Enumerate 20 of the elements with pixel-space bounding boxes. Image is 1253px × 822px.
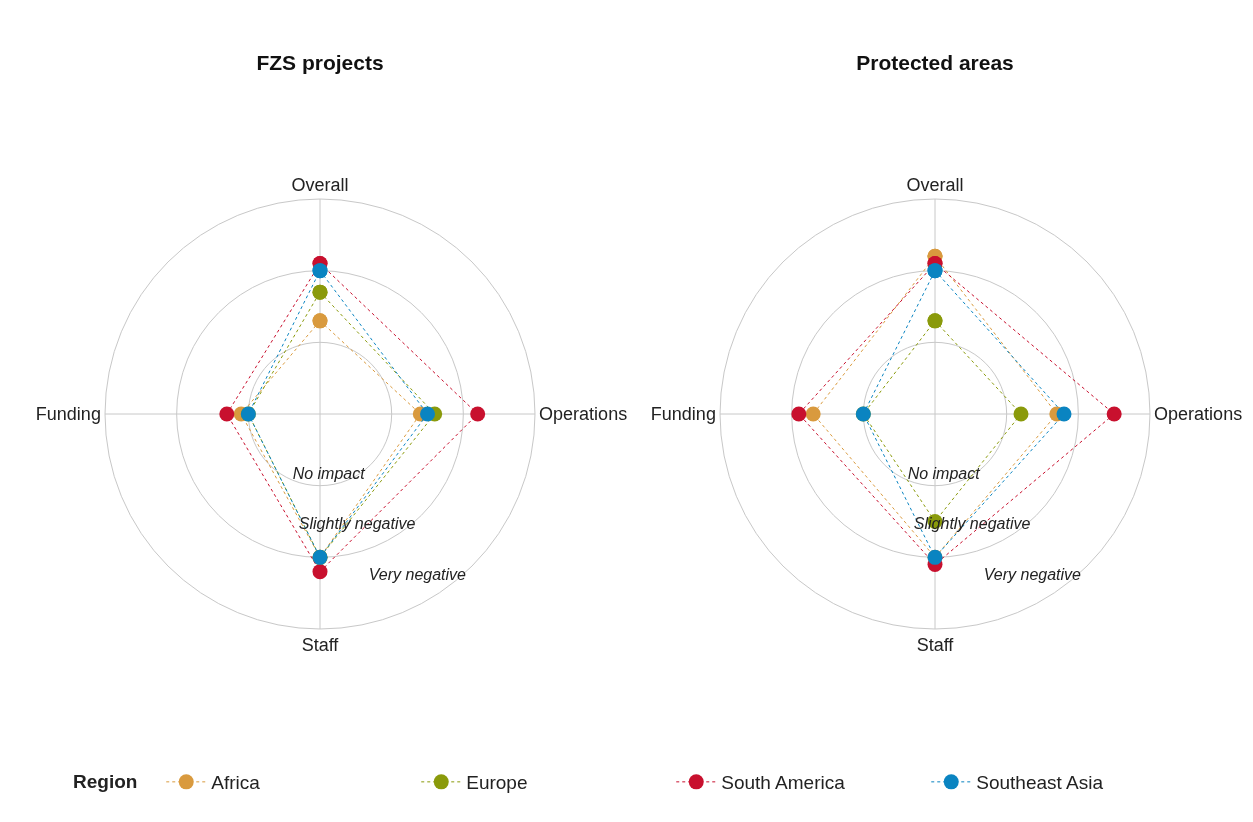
spoke-label: Funding (35, 404, 101, 425)
y-tick-label: Slightly negative (298, 515, 416, 533)
spoke-label: Overall (291, 175, 349, 196)
y-tick-label: Very negative (983, 566, 1082, 584)
spoke-label: Overall (906, 175, 964, 196)
chart-title: Protected areas (856, 51, 1014, 75)
spoke-label: Staff (301, 635, 340, 656)
legend-label: South America (721, 772, 846, 794)
y-tick-label: Very negative (368, 566, 467, 584)
spoke-label: Operations (539, 404, 628, 425)
y-tick-label: No impact (292, 464, 366, 482)
legend-label: Europe (466, 772, 528, 794)
spoke-label: Operations (1154, 404, 1243, 425)
spoke-label: Funding (650, 404, 716, 425)
y-tick-label: No impact (907, 464, 981, 482)
spoke-label: Staff (916, 635, 955, 656)
legend-label: Africa (211, 772, 261, 794)
legend-label: Southeast Asia (976, 772, 1104, 794)
chart-title: FZS projects (256, 51, 384, 75)
legend-title: Region (73, 770, 138, 792)
